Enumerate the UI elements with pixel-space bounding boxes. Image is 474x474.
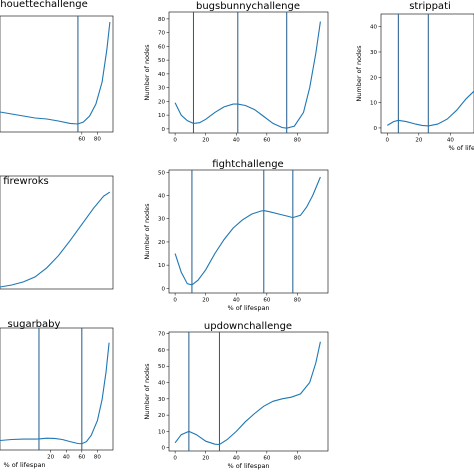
chart-1: houettechallenge 60 80 [0, 0, 114, 143]
x-tick-label: 80 [94, 137, 101, 143]
x-tick-label: 40 [63, 455, 70, 461]
y-tick-label: 20 [158, 240, 165, 246]
y-tick-label: 0 [162, 446, 166, 452]
y-tick-label: 10 [158, 429, 165, 435]
y-tick-label: 80 [158, 17, 165, 23]
x-axis-label: % of lifespan [3, 461, 45, 469]
x-tick-label: 0 [386, 138, 390, 144]
y-tick-label: 10 [370, 101, 377, 107]
y-tick-label: 70 [158, 31, 165, 37]
y-tick-label: 0 [162, 127, 166, 133]
chart-title: fightchallenge [212, 159, 283, 170]
plot-frame [168, 11, 329, 134]
x-tick-label: 40 [447, 138, 454, 144]
chart-5: fightchallenge 0 20 40 60 80 0 10 20 30 40 50 % of l… [143, 159, 329, 312]
y-tick-label: 70 [158, 332, 165, 338]
x-tick-label: 0 [173, 298, 177, 304]
y-tick-label: 50 [158, 364, 165, 370]
y-tick-label: 0 [162, 286, 166, 292]
y-tick-label: 50 [158, 58, 165, 64]
y-axis-label: Number of nodes [143, 44, 151, 101]
y-tick-label: 60 [158, 348, 165, 354]
y-tick-label: 40 [158, 381, 165, 387]
y-axis-label: Number of nodes [143, 203, 151, 260]
series-line [0, 342, 110, 445]
plot-frame [168, 331, 329, 452]
y-tick-label: 30 [158, 397, 165, 403]
x-tick-label: 40 [233, 138, 240, 144]
plot-frame [168, 169, 329, 294]
y-tick-label: 30 [370, 50, 377, 56]
y-tick-label: 20 [158, 413, 165, 419]
y-tick-label: 10 [158, 263, 165, 269]
y-axis-label: Number of nodes [355, 45, 363, 102]
y-tick-label: 10 [158, 113, 165, 119]
chart-title: updownchallenge [204, 321, 292, 332]
chart-4: firewroks [0, 175, 114, 290]
x-tick-label: 60 [263, 456, 270, 462]
x-tick-label: 20 [415, 138, 422, 144]
chart-title: firewroks [3, 176, 49, 187]
plot-frame [380, 13, 474, 134]
series-line [174, 21, 321, 129]
y-tick-label: 20 [370, 75, 377, 81]
y-tick-label: 60 [158, 44, 165, 50]
chart-2: bugsbunnychallenge 0 20 40 60 80 0 10 20 30 40 50 60… [143, 1, 329, 144]
y-tick-label: 20 [158, 99, 165, 105]
chart-title: houettechallenge [0, 0, 87, 10]
plot-frame [0, 175, 114, 290]
plot-frame [0, 15, 114, 133]
x-tick-label: 20 [202, 298, 209, 304]
x-tick-label: 80 [294, 298, 301, 304]
chart-title: strippati [409, 1, 451, 12]
series-line [174, 176, 321, 286]
x-tick-label: 40 [233, 456, 240, 462]
x-tick-label: 80 [294, 456, 301, 462]
plot-frame [0, 327, 114, 451]
series-line [0, 191, 111, 288]
x-tick-label: 60 [263, 138, 270, 144]
x-axis-label: % of lifespa [449, 144, 474, 152]
x-tick-label: 80 [294, 138, 301, 144]
x-tick-label: 20 [202, 456, 209, 462]
x-tick-label: 60 [263, 298, 270, 304]
x-tick-label: 60 [78, 137, 85, 143]
y-tick-label: 0 [374, 126, 378, 132]
y-tick-label: 50 [158, 170, 165, 176]
series-line [174, 341, 321, 446]
chart-7: updownchallenge 0 20 40 60 80 0 10 20 30 40 50 60 70%… [143, 321, 329, 470]
series-line [387, 90, 474, 127]
x-tick-label: 20 [202, 138, 209, 144]
chart-6: sugarbaby 20 40 60 80 % of lifespan [0, 319, 114, 469]
y-tick-label: 40 [158, 72, 165, 78]
x-tick-label: 60 [78, 455, 85, 461]
series-line [0, 21, 111, 125]
y-tick-label: 30 [158, 217, 165, 223]
x-tick-label: 0 [173, 456, 177, 462]
y-tick-label: 40 [158, 194, 165, 200]
x-axis-label: % of lifespan [227, 304, 269, 312]
y-tick-label: 30 [158, 86, 165, 92]
x-tick-label: 0 [173, 138, 177, 144]
y-axis-label: Number of nodes [143, 363, 151, 420]
x-tick-label: 20 [47, 455, 54, 461]
y-tick-label: 40 [370, 25, 377, 31]
chart-title: bugsbunnychallenge [196, 1, 300, 12]
x-tick-label: 40 [233, 298, 240, 304]
chart-title: sugarbaby [8, 319, 61, 330]
x-tick-label: 80 [94, 455, 101, 461]
x-axis-label: % of lifespan [227, 462, 269, 470]
